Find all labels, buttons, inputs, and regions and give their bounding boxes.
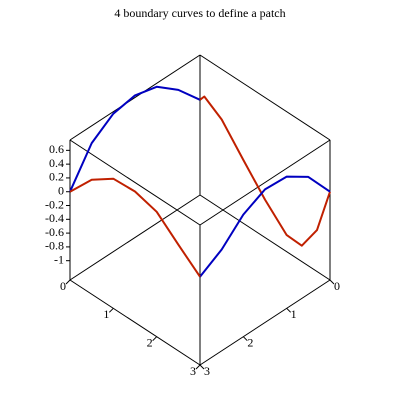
y-tick (329, 279, 335, 285)
y-tick-label: 2 (247, 335, 253, 349)
x-tick-label: 2 (147, 335, 153, 349)
box-edge (199, 194, 331, 281)
x-tick-label: 1 (103, 307, 109, 321)
z-tick-label: 0.4 (49, 156, 64, 170)
box-edge (199, 279, 331, 366)
x-tick (65, 279, 71, 285)
x-tick (195, 364, 201, 370)
y-tick (242, 336, 248, 342)
z-tick-label: 0 (58, 183, 64, 197)
x-tick (108, 307, 114, 313)
x-tick (152, 336, 158, 342)
chart-title: 4 boundary curves to define a patch (114, 6, 285, 20)
curve (199, 95, 331, 247)
y-tick-label: 1 (291, 307, 297, 321)
z-tick-label: 0.6 (49, 142, 64, 156)
box-edge (199, 54, 331, 141)
box-edge (69, 54, 201, 141)
box-edge (69, 194, 201, 281)
z-tick-label: -0.2 (45, 197, 64, 211)
curve (69, 85, 201, 193)
x-tick-label: 0 (60, 279, 66, 293)
y-tick-label: 3 (204, 364, 210, 378)
z-tick-label: -0.8 (45, 239, 64, 253)
z-tick-label: -1 (54, 252, 64, 266)
box-edge (199, 139, 331, 226)
curve (199, 175, 331, 278)
box-edge (69, 139, 201, 226)
y-tick (286, 307, 292, 313)
curve (69, 177, 201, 278)
y-tick (199, 364, 205, 370)
box-edge (69, 279, 201, 366)
z-tick-label: -0.6 (45, 225, 64, 239)
x-tick-label: 3 (190, 364, 196, 378)
bounding-box (69, 54, 331, 366)
z-tick-label: 0.2 (49, 170, 64, 184)
z-tick-label: -0.4 (45, 211, 64, 225)
y-tick-label: 0 (334, 279, 340, 293)
